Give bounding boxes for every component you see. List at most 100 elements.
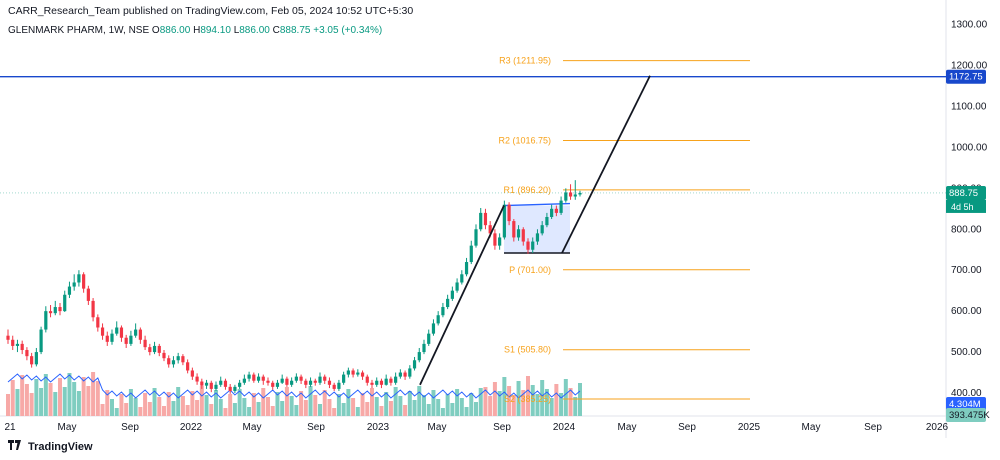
candle-body bbox=[564, 192, 568, 201]
candle-body bbox=[77, 274, 81, 283]
volume-bar bbox=[180, 396, 185, 416]
tradingview-logo[interactable]: TradingView bbox=[8, 440, 93, 453]
volume-bar bbox=[294, 405, 299, 416]
volume-bar bbox=[478, 388, 483, 416]
volume-bar bbox=[195, 400, 200, 416]
pivot-label: R1 (896.20) bbox=[503, 185, 551, 195]
volume-bar bbox=[199, 386, 204, 416]
candle-body bbox=[450, 290, 454, 299]
y-tick-label: 1100.00 bbox=[951, 101, 987, 112]
symbol-name[interactable]: GLENMARK PHARM, 1W, NSE bbox=[8, 25, 150, 36]
change-value: +3.05 (+0.34%) bbox=[313, 25, 383, 36]
volume-bar bbox=[289, 396, 294, 416]
x-tick-label: May bbox=[428, 422, 447, 433]
tv-logo-icon bbox=[8, 440, 24, 453]
candle-body bbox=[356, 372, 360, 375]
volume-bar bbox=[540, 380, 545, 416]
candle-body bbox=[578, 192, 582, 195]
candle-body bbox=[48, 311, 53, 314]
y-tick-label: 1200.00 bbox=[951, 61, 988, 72]
candle-body bbox=[200, 381, 204, 386]
pivot-label: S2 (385.25) bbox=[504, 394, 551, 404]
volume-bar bbox=[322, 390, 327, 416]
footer-brand: TradingView bbox=[28, 440, 93, 453]
candle-body bbox=[308, 380, 313, 385]
candle-body bbox=[545, 216, 549, 226]
volume-bar bbox=[171, 401, 176, 416]
volume-bar bbox=[384, 392, 389, 416]
x-tick-label: 2022 bbox=[180, 422, 203, 433]
candle-body bbox=[531, 241, 535, 250]
candle-body bbox=[181, 356, 185, 363]
volume-bar bbox=[81, 377, 86, 416]
candle-body bbox=[100, 327, 105, 336]
candle-body bbox=[6, 335, 10, 340]
candle-body bbox=[39, 329, 43, 353]
trendline bbox=[561, 75, 651, 254]
volume-bar bbox=[152, 388, 157, 416]
candle-body bbox=[204, 382, 209, 386]
volume-bar bbox=[492, 382, 497, 416]
high-value: 894.10 bbox=[200, 25, 231, 36]
volume-bar bbox=[110, 399, 114, 416]
candle-body bbox=[370, 382, 374, 385]
volume-bar bbox=[119, 394, 124, 416]
candle-body bbox=[479, 212, 483, 230]
candle-body bbox=[96, 317, 100, 328]
volume-bar bbox=[270, 406, 275, 416]
candle-body bbox=[342, 374, 346, 383]
volume-ma-axis-label: 4.304M bbox=[949, 399, 981, 410]
volume-bar bbox=[128, 389, 133, 416]
candle-body bbox=[214, 384, 218, 389]
volume-bar bbox=[10, 380, 15, 416]
volume-bar bbox=[407, 391, 412, 416]
candle-body bbox=[304, 380, 308, 385]
candle-body bbox=[247, 374, 251, 379]
candle-body bbox=[436, 315, 440, 324]
candle-body bbox=[129, 335, 133, 344]
volume-bar bbox=[554, 384, 559, 416]
candle-body bbox=[11, 339, 15, 346]
volume-bar bbox=[176, 387, 181, 416]
candle-body bbox=[379, 380, 384, 385]
candle-body bbox=[271, 382, 275, 387]
candle-body bbox=[110, 333, 114, 342]
candle-body bbox=[412, 360, 417, 369]
volume-bar bbox=[464, 407, 469, 416]
volume-bar bbox=[445, 394, 450, 416]
candle-body bbox=[58, 307, 62, 312]
volume-bar bbox=[351, 398, 356, 416]
candle-body bbox=[408, 368, 412, 377]
volume-bar bbox=[228, 394, 233, 416]
candle-body bbox=[119, 327, 124, 338]
volume-bar bbox=[459, 398, 464, 416]
volume-bar bbox=[275, 392, 280, 416]
candle-body bbox=[252, 374, 256, 381]
volume-bar bbox=[355, 407, 360, 416]
volume-bar bbox=[86, 386, 91, 416]
candle-body bbox=[44, 311, 48, 330]
candle-body bbox=[360, 372, 365, 377]
x-tick-label: 2025 bbox=[738, 422, 761, 433]
candle-body bbox=[554, 208, 558, 213]
y-tick-label: 700.00 bbox=[951, 265, 982, 276]
candle-body bbox=[30, 356, 34, 365]
volume-bar bbox=[223, 408, 228, 416]
volume-bar bbox=[24, 384, 29, 416]
candle-body bbox=[483, 212, 488, 226]
volume-bar bbox=[370, 388, 374, 416]
volume-bar bbox=[573, 397, 578, 416]
volume-bar bbox=[318, 404, 322, 416]
volume-bar bbox=[34, 379, 39, 416]
y-tick-label: 1300.00 bbox=[951, 20, 988, 31]
candle-body bbox=[550, 208, 554, 217]
x-tick-label: 2023 bbox=[367, 422, 390, 433]
candle-body bbox=[507, 204, 511, 222]
volume-bar bbox=[346, 389, 351, 416]
pivot-label: R3 (1211.95) bbox=[499, 56, 551, 66]
x-tick-label: 2024 bbox=[553, 422, 576, 433]
volume-bar bbox=[6, 394, 10, 416]
volume-bar bbox=[242, 398, 247, 416]
candle-body bbox=[441, 307, 445, 316]
